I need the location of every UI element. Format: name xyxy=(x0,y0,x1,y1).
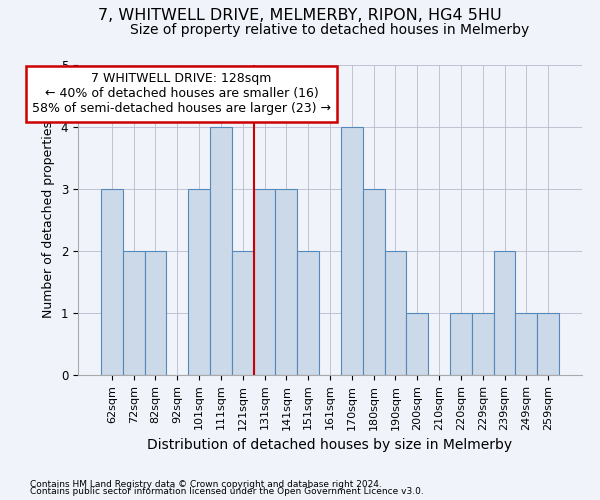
Y-axis label: Number of detached properties: Number of detached properties xyxy=(42,122,55,318)
Bar xyxy=(188,189,210,375)
Bar xyxy=(363,189,385,375)
Bar xyxy=(275,189,297,375)
Bar xyxy=(385,251,406,375)
Bar xyxy=(210,127,232,375)
Bar xyxy=(450,313,472,375)
Bar xyxy=(254,189,275,375)
Bar xyxy=(494,251,515,375)
Bar xyxy=(537,313,559,375)
Title: Size of property relative to detached houses in Melmerby: Size of property relative to detached ho… xyxy=(130,24,530,38)
Bar xyxy=(101,189,123,375)
X-axis label: Distribution of detached houses by size in Melmerby: Distribution of detached houses by size … xyxy=(148,438,512,452)
Text: 7 WHITWELL DRIVE: 128sqm
← 40% of detached houses are smaller (16)
58% of semi-d: 7 WHITWELL DRIVE: 128sqm ← 40% of detach… xyxy=(32,72,331,116)
Bar xyxy=(406,313,428,375)
Bar xyxy=(232,251,254,375)
Bar xyxy=(297,251,319,375)
Text: Contains HM Land Registry data © Crown copyright and database right 2024.: Contains HM Land Registry data © Crown c… xyxy=(30,480,382,489)
Text: 7, WHITWELL DRIVE, MELMERBY, RIPON, HG4 5HU: 7, WHITWELL DRIVE, MELMERBY, RIPON, HG4 … xyxy=(98,8,502,22)
Bar xyxy=(341,127,363,375)
Bar xyxy=(515,313,537,375)
Bar xyxy=(123,251,145,375)
Bar xyxy=(145,251,166,375)
Bar xyxy=(472,313,494,375)
Text: Contains public sector information licensed under the Open Government Licence v3: Contains public sector information licen… xyxy=(30,488,424,496)
